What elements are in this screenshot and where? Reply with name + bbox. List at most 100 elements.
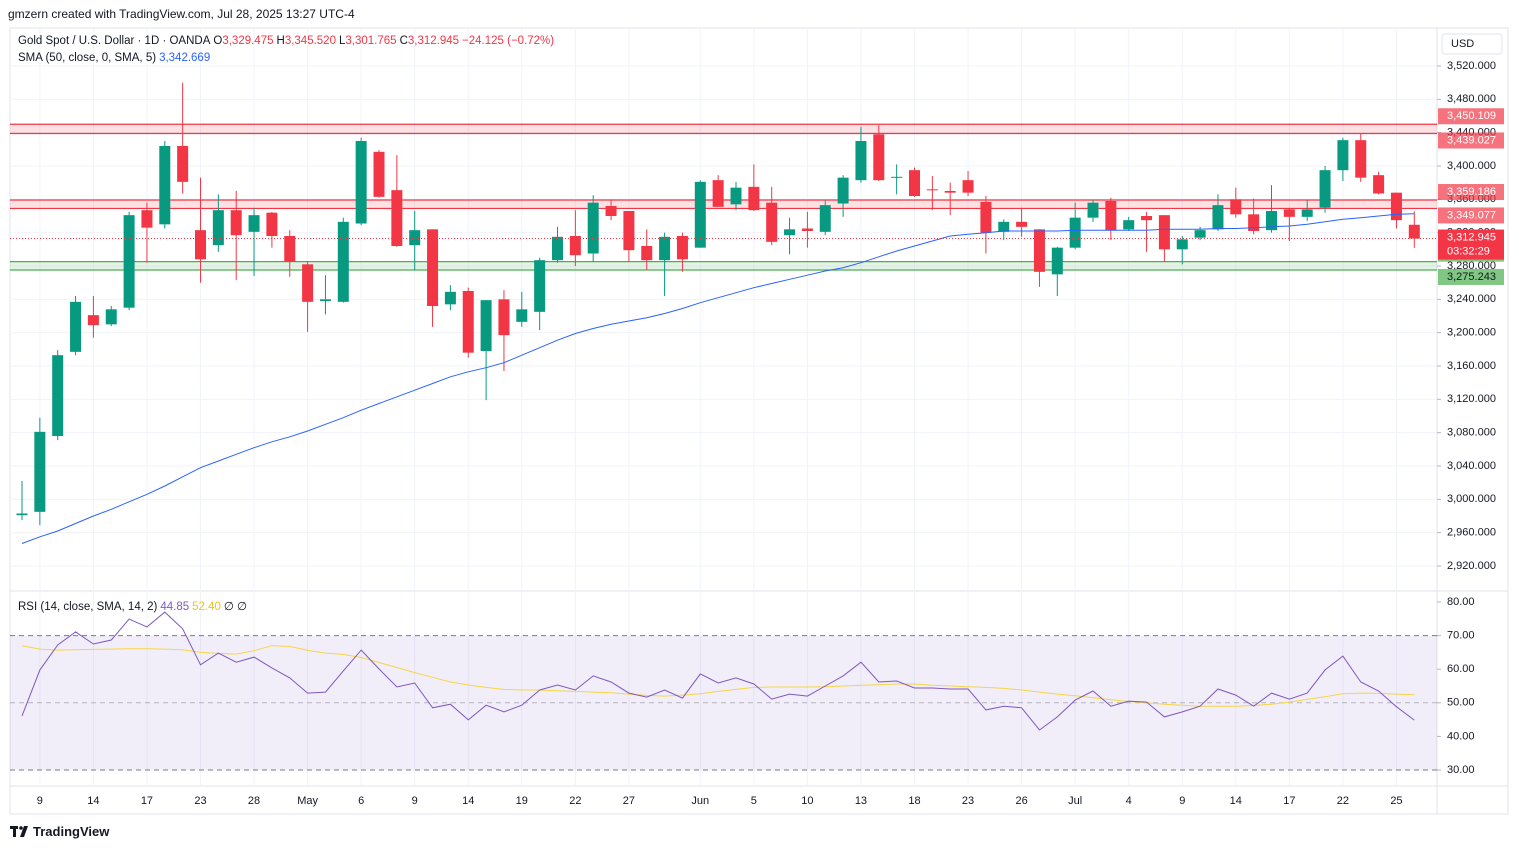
- candle-body: [373, 151, 385, 197]
- candle-body: [1194, 230, 1206, 238]
- zone-label-box: [1438, 108, 1504, 125]
- candle-body: [1266, 211, 1277, 231]
- x-tick-label: 14: [87, 795, 99, 807]
- rsi-name: RSI (14, close, SMA, 14, 2): [18, 601, 158, 613]
- ohlc-key: O: [213, 35, 223, 47]
- candle-body: [962, 180, 974, 193]
- x-tick-label: 6: [358, 795, 364, 807]
- currency: USD: [1451, 38, 1474, 50]
- y-tick-label: 40.00: [1447, 730, 1475, 742]
- zone-label: 3,359.186: [1447, 186, 1496, 198]
- candle-body: [784, 229, 796, 236]
- candle-body: [534, 260, 546, 312]
- last-price-box: [1438, 229, 1504, 260]
- zone-label-box: [1438, 268, 1504, 285]
- candle-body: [641, 246, 653, 261]
- candle-body: [302, 264, 314, 302]
- x-tick-label: 10: [801, 795, 813, 807]
- candle-body: [105, 309, 117, 325]
- zone-label-box: [1438, 184, 1504, 201]
- change: −24.125 (−0.72%): [462, 35, 555, 47]
- currency-box[interactable]: [1441, 33, 1503, 55]
- candle-body: [1230, 199, 1242, 215]
- marks: [10, 82, 1437, 731]
- y-tick-label: 80.00: [1447, 596, 1475, 608]
- candle-body: [926, 189, 938, 191]
- candle-body: [1301, 209, 1313, 217]
- frame: [9, 27, 1509, 815]
- x-tick-label: 4: [1126, 795, 1132, 807]
- y-tick-label: 3,280.000: [1447, 260, 1496, 272]
- candle-body: [1212, 205, 1224, 230]
- logo-part: [19, 826, 23, 830]
- candle-body: [891, 176, 903, 178]
- ohlc-key: H: [276, 35, 285, 47]
- x-tick-label: 14: [462, 795, 474, 807]
- candle-body: [16, 513, 28, 516]
- rsi-extra: ∅: [236, 601, 247, 613]
- candle-body: [1051, 247, 1063, 275]
- rsi-value: 44.85: [160, 601, 190, 613]
- candle-body: [212, 210, 224, 246]
- ohlc-value: 3,312.945: [407, 35, 460, 47]
- zone: [10, 261, 1437, 270]
- x-tick-label: 17: [1283, 795, 1295, 807]
- candle-body: [391, 190, 403, 246]
- candle-body: [1123, 220, 1135, 230]
- y-tick-label: 3,400.000: [1447, 160, 1496, 172]
- candle-body: [159, 146, 171, 225]
- candle-body: [819, 205, 831, 232]
- last-price-label: 3,312.945: [1447, 231, 1496, 243]
- candle-body: [909, 170, 920, 196]
- candle-body: [569, 236, 581, 256]
- ohlc-value: 3,345.520: [284, 35, 336, 47]
- y-tick-label: 3,120.000: [1447, 393, 1496, 405]
- candle-body: [1337, 140, 1349, 171]
- candle-body: [1105, 201, 1117, 231]
- candle-body: [123, 215, 135, 308]
- candle-body: [552, 236, 563, 261]
- candle-body: [427, 229, 439, 306]
- candle-body: [980, 201, 992, 233]
- y-tick-label: 3,480.000: [1447, 93, 1496, 105]
- x-tick-label: 9: [412, 795, 418, 807]
- sma-legend: SMA (50, close, 0, SMA, 5) 3,342.669: [18, 52, 213, 64]
- y-tick-label: 50.00: [1447, 697, 1475, 709]
- sma-value: 3,342.669: [159, 52, 211, 64]
- y-tick-label: 2,920.000: [1447, 560, 1496, 572]
- candle-body: [998, 221, 1010, 232]
- candle-body: [1390, 192, 1402, 221]
- candle-body: [319, 299, 331, 301]
- logo: [10, 826, 28, 837]
- x-tick-label: 19: [516, 795, 528, 807]
- candle-body: [52, 355, 64, 436]
- x-tick-label: 22: [569, 795, 581, 807]
- y-tick-label: 3,520.000: [1447, 60, 1496, 72]
- y-tick-label: 30.00: [1447, 764, 1475, 776]
- zone: [10, 124, 1437, 134]
- x-tick-label: Jun: [691, 795, 709, 807]
- y-tick-label: 3,000.000: [1447, 493, 1496, 505]
- x-tick-label: 13: [855, 795, 867, 807]
- candle-body: [873, 134, 885, 181]
- candle-body: [676, 236, 688, 260]
- series-line: [21, 645, 1415, 707]
- candle-body: [1248, 214, 1260, 231]
- ohlc-key: C: [399, 35, 408, 47]
- candle-body: [1141, 216, 1153, 221]
- x-tick-label: 22: [1337, 795, 1349, 807]
- candle-body: [801, 228, 813, 231]
- candle-body: [587, 202, 599, 254]
- candle-body: [748, 186, 760, 211]
- y-tick-label: 70.00: [1447, 630, 1475, 642]
- ohlc-key: L: [338, 35, 346, 47]
- candle-body: [1033, 229, 1045, 272]
- candle-body: [855, 141, 867, 181]
- candle-body: [944, 191, 956, 193]
- sma-name: SMA (50, close, 0, SMA, 5): [18, 52, 157, 64]
- candle-body: [444, 291, 456, 305]
- x-tick-label: 17: [141, 795, 153, 807]
- y-tick-label: 60.00: [1447, 663, 1475, 675]
- candle-body: [623, 211, 635, 251]
